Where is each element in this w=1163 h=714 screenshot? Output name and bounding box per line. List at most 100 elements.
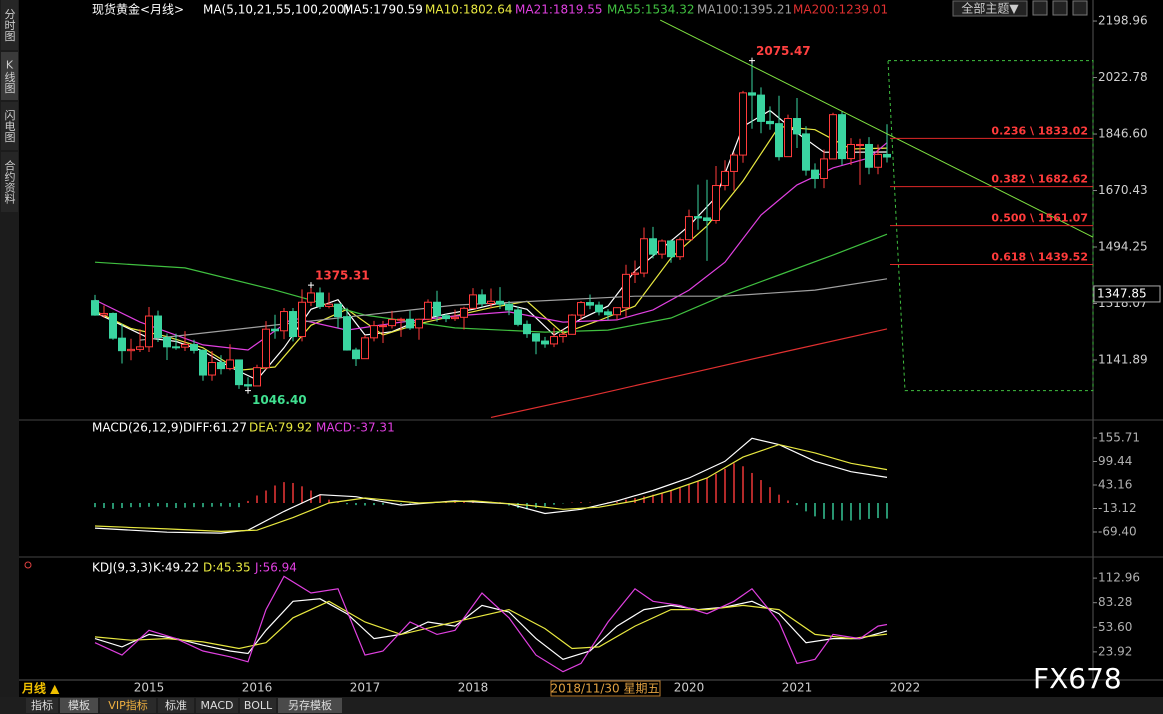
panel-title: KDJ(9,3,3) bbox=[92, 561, 153, 575]
tab-label[interactable]: 另存模板 bbox=[288, 698, 332, 712]
icon-button[interactable] bbox=[1052, 0, 1068, 16]
y-tick-label: 83.28 bbox=[1098, 595, 1132, 609]
candle-body bbox=[793, 118, 801, 135]
tab-label[interactable]: MACD bbox=[201, 699, 234, 712]
extreme-marker bbox=[308, 282, 314, 289]
y-tick-label: 53.60 bbox=[1098, 620, 1132, 634]
y-tick-label: 2198.96 bbox=[1098, 14, 1148, 28]
macd-line bbox=[94, 443, 888, 533]
candle-body bbox=[154, 315, 162, 339]
candle-body bbox=[469, 294, 477, 309]
candle-body bbox=[280, 311, 288, 332]
legend-entry: MA10:1802.64 bbox=[425, 3, 513, 17]
tab[interactable] bbox=[158, 698, 194, 713]
extreme-label: 2075.47 bbox=[756, 44, 811, 58]
candle-body bbox=[217, 362, 225, 370]
ma-line bbox=[94, 142, 888, 351]
tab[interactable] bbox=[240, 698, 276, 713]
tab-label[interactable]: 标准 bbox=[165, 698, 187, 712]
candle-body bbox=[541, 340, 549, 345]
extreme-label: 1375.31 bbox=[315, 269, 370, 283]
tab[interactable] bbox=[60, 698, 98, 713]
candle-body bbox=[298, 301, 306, 338]
candle-body bbox=[613, 307, 621, 316]
sidebar-tab-label[interactable]: 分时图 bbox=[3, 8, 16, 42]
y-tick-label: -13.12 bbox=[1098, 501, 1137, 515]
tab-label[interactable]: VIP指标 bbox=[108, 698, 147, 712]
candle-body bbox=[316, 292, 324, 307]
sidebar-tab-label[interactable]: K线图 bbox=[3, 59, 16, 95]
fib-label: 0.382 \ 1682.62 bbox=[991, 173, 1088, 186]
x-tick-label: 2017 bbox=[350, 681, 381, 695]
extreme-marker bbox=[245, 387, 251, 394]
kdj-line bbox=[94, 598, 888, 660]
sidebar-tab[interactable] bbox=[1, 0, 18, 50]
candle-body bbox=[829, 114, 837, 160]
tab[interactable] bbox=[196, 698, 238, 713]
trendline bbox=[659, 19, 1094, 238]
tab[interactable] bbox=[26, 698, 58, 713]
candle-body bbox=[874, 153, 882, 168]
icon-button[interactable] bbox=[1032, 0, 1048, 16]
candle-body bbox=[244, 384, 252, 387]
candle-body bbox=[658, 240, 666, 255]
ma-line bbox=[94, 233, 888, 333]
candle-body bbox=[838, 114, 846, 160]
cursor-date: 2018/11/30 星期五 bbox=[551, 682, 660, 696]
fib-box bbox=[887, 60, 1094, 392]
panel-title: MACD(26,12,9) bbox=[92, 421, 183, 435]
tab-label[interactable]: BOLL bbox=[244, 699, 273, 712]
legend-entry: MACD:-37.31 bbox=[316, 421, 395, 435]
y-tick-label: 1494.25 bbox=[1098, 240, 1148, 254]
legend-entry: D:45.35 bbox=[203, 561, 251, 575]
candle-body bbox=[811, 169, 819, 179]
candle-body bbox=[118, 337, 126, 352]
legend-entry: MA55:1534.32 bbox=[607, 3, 695, 17]
candle-body bbox=[766, 120, 774, 125]
candle-body bbox=[523, 323, 531, 335]
sidebar-tab-label[interactable]: 合约资料 bbox=[3, 159, 16, 205]
candle-body bbox=[307, 292, 315, 303]
panel-icon bbox=[24, 561, 32, 569]
tab-label[interactable]: 模板 bbox=[68, 698, 90, 712]
macd-line bbox=[94, 437, 888, 534]
cursor-price: 1347.85 bbox=[1097, 286, 1147, 300]
legend-entry: MA21:1819.55 bbox=[515, 3, 603, 17]
sidebar-tab[interactable] bbox=[1, 102, 18, 150]
candle-body bbox=[91, 300, 99, 316]
candle-body bbox=[100, 312, 108, 316]
tab-label[interactable]: 指标 bbox=[31, 698, 53, 712]
theme-button-label[interactable]: 全部主题▼ bbox=[961, 1, 1019, 16]
period-label[interactable]: 月线 ▲ bbox=[21, 681, 60, 696]
y-tick-label: 2022.78 bbox=[1098, 70, 1148, 84]
y-tick-label: 23.92 bbox=[1098, 644, 1132, 658]
ma-line bbox=[94, 109, 888, 381]
candle-body bbox=[739, 92, 747, 156]
candle-body bbox=[748, 92, 756, 96]
tab[interactable] bbox=[278, 698, 342, 713]
icon-button[interactable] bbox=[1072, 0, 1088, 16]
candle-body bbox=[586, 302, 594, 306]
panel-subtitle: MA(5,10,21,55,100,200) bbox=[203, 3, 349, 17]
x-tick-label: 2020 bbox=[674, 681, 705, 695]
theme-button[interactable] bbox=[952, 0, 1028, 17]
candle-body bbox=[685, 216, 693, 241]
panel-title: 现货黄金<月线> bbox=[92, 2, 184, 17]
candle-body bbox=[334, 303, 342, 318]
y-tick-label: 43.16 bbox=[1098, 477, 1132, 491]
cursor-price-box bbox=[1093, 285, 1161, 303]
candle-body bbox=[532, 333, 540, 342]
x-tick-label: 2021 bbox=[782, 681, 813, 695]
sidebar-tab-label[interactable]: 闪电图 bbox=[3, 108, 16, 143]
candle-body bbox=[379, 325, 387, 328]
sidebar-tab[interactable] bbox=[1, 152, 18, 212]
y-tick-label: 155.71 bbox=[1098, 430, 1140, 444]
fib-label: 0.618 \ 1439.52 bbox=[991, 251, 1088, 264]
kdj-line bbox=[94, 600, 888, 650]
tab[interactable] bbox=[100, 698, 156, 713]
candle-body bbox=[631, 272, 639, 275]
sidebar-tab[interactable] bbox=[1, 52, 18, 100]
fib-label: 0.236 \ 1833.02 bbox=[991, 124, 1088, 137]
candle-body bbox=[667, 240, 675, 258]
